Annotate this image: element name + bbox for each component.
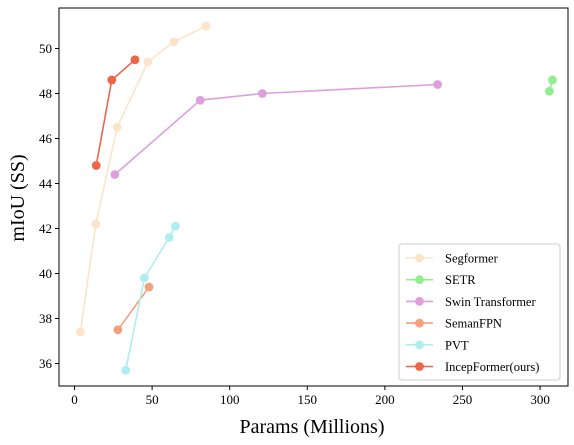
legend-swatch-marker-4 [415, 340, 424, 350]
data-point-3-1 [144, 282, 154, 292]
legend-label-4: PVT [445, 338, 469, 352]
data-point-4-3 [170, 221, 180, 231]
x-tick-label-1: 50 [146, 392, 159, 407]
legend-label-0: Segformer [445, 252, 499, 266]
data-point-5-0 [91, 161, 101, 170]
series-line-2 [114, 83, 438, 176]
data-point-5-1 [107, 75, 117, 85]
x-tick-label-0: 0 [71, 392, 78, 407]
legend-label-1: SETR [445, 273, 476, 287]
data-point-0-0 [76, 327, 85, 337]
data-point-2-1 [195, 95, 205, 105]
series-line-4 [124, 225, 177, 371]
y-tick-label-7: 50 [39, 41, 52, 56]
data-point-2-0 [110, 170, 120, 179]
series-line-5 [95, 59, 136, 166]
legend-label-3: SemanFPN [445, 317, 502, 331]
data-point-0-3 [143, 57, 153, 67]
plot-frame [58, 7, 569, 387]
data-point-4-0 [121, 365, 131, 375]
legend-label-2: Swin Transformer [445, 295, 536, 309]
legend-swatch-marker-5 [415, 362, 424, 371]
data-point-4-2 [164, 233, 174, 242]
legend-swatch-marker-1 [415, 275, 424, 285]
legend-box [398, 243, 561, 381]
data-point-5-2 [130, 55, 140, 65]
y-tick-label-2: 40 [39, 266, 52, 281]
y-tick-label-0: 36 [39, 356, 53, 371]
data-point-4-1 [139, 273, 149, 283]
data-point-0-4 [169, 37, 179, 47]
data-point-1-0 [548, 75, 557, 85]
y-tick-label-4: 44 [39, 176, 53, 191]
data-point-0-5 [201, 21, 211, 31]
data-point-2-3 [433, 80, 443, 89]
y-axis-title: mIoU (SS) [7, 154, 29, 241]
legend-swatch-marker-0 [415, 253, 424, 263]
series-line-0 [79, 25, 207, 333]
legend-swatch-marker-3 [415, 318, 424, 328]
marks-layer [76, 21, 557, 375]
data-point-0-1 [91, 219, 101, 229]
x-tick-label-5: 250 [453, 392, 473, 407]
data-point-1-1 [544, 86, 554, 96]
legend-swatch-marker-2 [415, 297, 424, 306]
legend-label-5: IncepFormer(ours) [445, 360, 539, 374]
x-tick-label-4: 200 [375, 392, 395, 407]
y-tick-label-1: 38 [39, 311, 52, 326]
y-tick-label-5: 46 [39, 131, 53, 146]
series-line-3 [117, 286, 150, 331]
data-point-0-2 [112, 122, 122, 132]
axes-layer: 0 50 100 150 200 250 300 36 38 40 42 44 46 48 50 [39, 7, 569, 407]
x-tick-label-6: 300 [530, 392, 550, 407]
y-tick-label-3: 42 [39, 221, 52, 236]
data-point-2-2 [257, 89, 267, 98]
y-tick-label-6: 48 [39, 86, 52, 101]
x-tick-label-3: 150 [298, 392, 318, 407]
legend: Segformer SETR Swin Transformer SemanFPN PVT… [398, 243, 561, 381]
x-tick-label-2: 100 [220, 392, 240, 407]
x-axis-title: Params (Millions) [240, 416, 385, 438]
data-point-3-0 [113, 325, 123, 335]
